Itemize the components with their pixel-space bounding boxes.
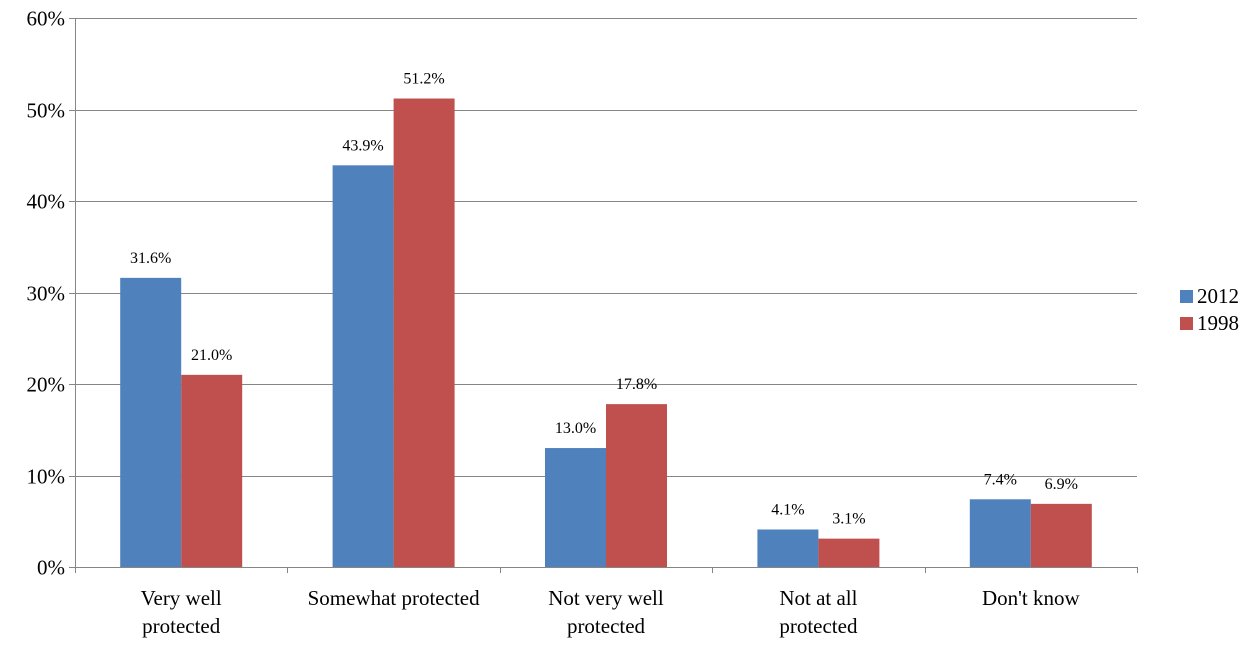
legend-swatch-1998 [1180, 317, 1193, 330]
x-tick-label: Very well protected [141, 586, 222, 638]
data-label: 6.9% [1045, 476, 1078, 493]
y-tick-label: 20% [27, 373, 66, 397]
x-tick-label-line: Somewhat protected [308, 586, 481, 610]
x-tick-label-line: Very well [141, 586, 222, 610]
data-label: 4.1% [771, 501, 804, 518]
bar-1998-4 [1030, 503, 1092, 567]
y-tick-label: 50% [27, 99, 66, 123]
data-label: 43.9% [342, 137, 383, 154]
legend-label: 2012 [1197, 284, 1239, 308]
bar-2012-3 [757, 529, 819, 567]
data-labels: 31.6% 21.0% 43.9% 51.2% 13.0% 17.8% 4.1% 3.1% 7.… [130, 71, 1078, 528]
x-tick-label-line: Don't know [982, 586, 1081, 610]
legend: 2012 1998 [1180, 284, 1239, 335]
x-tick-label-line: protected [142, 614, 221, 638]
data-label: 13.0% [555, 420, 596, 437]
bar-2012-0 [120, 277, 182, 567]
x-tick-label-line: Not at all [779, 586, 857, 610]
y-tick-label: 30% [27, 282, 66, 306]
x-tick-label-line: protected [567, 614, 646, 638]
data-label: 31.6% [130, 250, 171, 267]
x-tick-label-line: protected [779, 614, 858, 638]
x-tick-label: Not very well protected [548, 586, 664, 638]
bar-1998-0 [181, 374, 243, 567]
bar-2012-2 [545, 448, 606, 567]
bars [120, 98, 1092, 568]
x-tick-label: Not at all protected [779, 586, 858, 638]
bar-1998-2 [606, 404, 667, 567]
y-tick-label: 40% [27, 190, 66, 214]
y-tick-label: 60% [27, 7, 66, 31]
data-label: 17.8% [616, 376, 657, 393]
x-tick-label: Somewhat protected [308, 586, 481, 610]
data-label: 51.2% [403, 71, 444, 88]
data-label: 21.0% [191, 347, 232, 364]
legend-swatch-2012 [1180, 290, 1193, 303]
y-tick-label: 0% [37, 556, 65, 580]
gridlines [75, 18, 1137, 477]
bar-1998-3 [818, 538, 880, 567]
legend-label: 1998 [1197, 311, 1239, 335]
bar-2012-1 [332, 165, 394, 567]
bar-1998-1 [393, 98, 455, 568]
axes: 0% 10% 20% 30% 40% 50% 60% Very well protected So… [27, 7, 1138, 638]
bar-2012-4 [969, 499, 1031, 567]
data-label: 7.4% [984, 471, 1017, 488]
x-tick-label-line: Not very well [548, 586, 664, 610]
x-tick-label: Don't know [982, 586, 1081, 610]
data-label: 3.1% [832, 511, 865, 528]
y-tick-label: 10% [27, 465, 66, 489]
